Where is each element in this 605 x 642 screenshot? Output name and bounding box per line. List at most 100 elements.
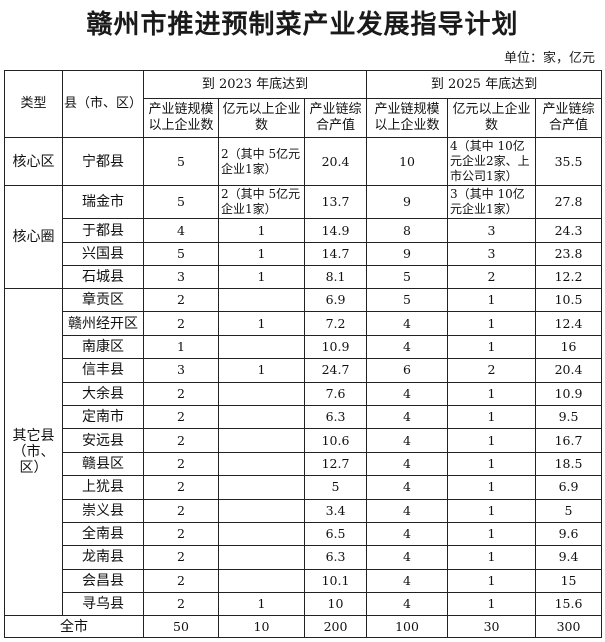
billion-enterprises-2025-cell: 1: [447, 568, 537, 594]
county-cell: 上犹县: [62, 475, 144, 500]
output-value-2023-cell: 13.7: [303, 185, 368, 219]
billion-enterprises-2025-cell: 1: [447, 475, 537, 500]
output-value-2023-cell: 6.3: [303, 404, 368, 430]
billion-enterprises-2023-cell: [218, 568, 305, 594]
output-value-2025-cell: 10.5: [535, 287, 603, 313]
county-cell: 兴国县: [62, 242, 144, 266]
output-value-2025-cell: 27.8: [535, 185, 603, 219]
output-value-2025-cell: 23.8: [535, 242, 603, 266]
table-row: 全南县 2 6.5 4 1 9.6: [5, 521, 603, 547]
billion-enterprises-2025-cell: 1: [447, 545, 537, 570]
table-row: 会昌县 2 10.1 4 1 15: [5, 568, 603, 594]
table-row: 于都县 4 1 14.9 8 3 24.3: [5, 218, 603, 243]
billion-enterprises-2025-cell: 1: [447, 404, 537, 430]
county-cell: 石城县: [62, 265, 144, 289]
billion-enterprises-2025-cell: 1: [447, 381, 537, 406]
scale-enterprises-2023-cell: 5: [143, 242, 219, 266]
scale-enterprises-2025-cell: 4: [366, 498, 449, 523]
scale-enterprises-2025-cell: 5: [366, 287, 449, 313]
output-value-2023-cell: 5: [303, 475, 368, 500]
table-row: 兴国县 5 1 14.7 9 3 23.8: [5, 242, 603, 266]
scale-enterprises-2023-cell: 2: [143, 287, 219, 313]
county-cell: 寻乌县: [62, 592, 144, 617]
billion-enterprises-2025-cell: 1: [447, 428, 537, 453]
county-cell: 全南县: [62, 521, 144, 547]
total-billion-enterprises-2025: 30: [447, 615, 537, 639]
output-value-2025-cell: 9.4: [535, 545, 603, 570]
county-cell: 瑞金市: [62, 185, 144, 219]
scale-enterprises-2023-cell: 2: [143, 592, 219, 617]
scale-enterprises-2023-cell: 2: [143, 381, 219, 406]
county-cell: 龙南县: [62, 545, 144, 570]
scale-enterprises-2023-cell: 2: [143, 404, 219, 430]
scale-enterprises-2025-cell: 6: [366, 358, 449, 383]
scale-enterprises-2025-cell: 4: [366, 545, 449, 570]
scale-enterprises-2025-cell: 4: [366, 381, 449, 406]
scale-enterprises-2023-cell: 2: [143, 568, 219, 594]
table-row: 寻乌县 2 1 10 4 1 15.6: [5, 592, 603, 617]
scale-enterprises-2025-cell: 4: [366, 521, 449, 547]
header-type: 类型: [4, 70, 63, 138]
header-billion-enterprises-2025: 亿元以上企业数: [447, 98, 537, 138]
billion-enterprises-2025-cell: 2: [447, 265, 537, 289]
output-value-2023-cell: 10.9: [303, 334, 368, 360]
output-value-2023-cell: 14.7: [303, 242, 368, 266]
output-value-2025-cell: 35.5: [535, 137, 603, 186]
output-value-2025-cell: 16.7: [535, 428, 603, 453]
output-value-2023-cell: 6.5: [303, 521, 368, 547]
scale-enterprises-2023-cell: 2: [143, 521, 219, 547]
output-value-2025-cell: 10.9: [535, 381, 603, 406]
scale-enterprises-2023-cell: 1: [143, 334, 219, 360]
scale-enterprises-2025-cell: 4: [366, 428, 449, 453]
table-row: 龙南县 2 6.3 4 1 9.4: [5, 545, 603, 570]
billion-enterprises-2023-cell: 2（其中 5亿元企业1家）: [218, 137, 305, 186]
scale-enterprises-2023-cell: 4: [143, 218, 219, 243]
header-scale-enterprises-2023: 产业链规模以上企业数: [143, 98, 219, 138]
table-row: 核心区 宁都县 5 2（其中 5亿元企业1家） 20.4 10 4（其中 10亿元企业2家、…: [4, 137, 603, 186]
scale-enterprises-2023-cell: 2: [143, 475, 219, 500]
billion-enterprises-2023-cell: 1: [218, 592, 305, 617]
output-value-2025-cell: 12.2: [535, 265, 603, 289]
header-billion-enterprises-2023: 亿元以上企业数: [218, 98, 305, 138]
billion-enterprises-2023-cell: [218, 521, 305, 547]
county-cell: 于都县: [62, 218, 144, 243]
table-row: 赣县区 2 12.7 4 1 18.5: [5, 451, 603, 477]
header-2023: 到 2023 年底达到: [142, 70, 368, 99]
scale-enterprises-2025-cell: 9: [366, 242, 449, 266]
header-output-value-2025: 产业链综合产值: [535, 98, 603, 138]
output-value-2023-cell: 6.3: [303, 545, 368, 570]
page-title: 赣州市推进预制菜产业发展指导计划: [86, 10, 519, 40]
billion-enterprises-2023-cell: [218, 381, 305, 406]
output-value-2025-cell: 16: [535, 334, 603, 360]
scale-enterprises-2023-cell: 2: [143, 311, 219, 336]
header-2025: 到 2025 年底达到: [366, 70, 603, 99]
output-value-2023-cell: 20.4: [303, 137, 368, 186]
scale-enterprises-2023-cell: 2: [143, 451, 219, 477]
output-value-2023-cell: 12.7: [303, 451, 368, 477]
scale-enterprises-2023-cell: 2: [143, 498, 219, 523]
table-row: 信丰县 3 1 24.7 6 2 20.4: [5, 358, 603, 383]
scale-enterprises-2023-cell: 2: [143, 545, 219, 570]
billion-enterprises-2025-cell: 3: [447, 218, 537, 243]
type-cell: 核心区: [4, 137, 63, 186]
output-value-2023-cell: 14.9: [303, 218, 368, 243]
scale-enterprises-2023-cell: 3: [143, 265, 219, 289]
scale-enterprises-2025-cell: 4: [366, 568, 449, 594]
scale-enterprises-2023-cell: 5: [143, 137, 219, 186]
output-value-2023-cell: 8.1: [303, 265, 368, 289]
billion-enterprises-2023-cell: [218, 404, 305, 430]
county-cell: 安远县: [62, 428, 144, 453]
billion-enterprises-2023-cell: [218, 334, 305, 360]
total-output-value-2023: 200: [303, 615, 368, 639]
table-row: 石城县 3 1 8.1 5 2 12.2: [5, 265, 603, 289]
billion-enterprises-2023-cell: 1: [218, 311, 305, 336]
scale-enterprises-2025-cell: 4: [366, 404, 449, 430]
table-row: 南康区 1 10.9 4 1 16: [5, 334, 603, 360]
county-cell: 崇义县: [62, 498, 144, 523]
output-value-2023-cell: 24.7: [303, 358, 368, 383]
output-value-2023-cell: 10: [303, 592, 368, 617]
billion-enterprises-2023-cell: [218, 545, 305, 570]
billion-enterprises-2025-cell: 3（其中 10亿元企业1家）: [447, 185, 537, 219]
output-value-2025-cell: 5: [535, 498, 603, 523]
header-scale-enterprises-2025: 产业链规模以上企业数: [366, 98, 449, 138]
